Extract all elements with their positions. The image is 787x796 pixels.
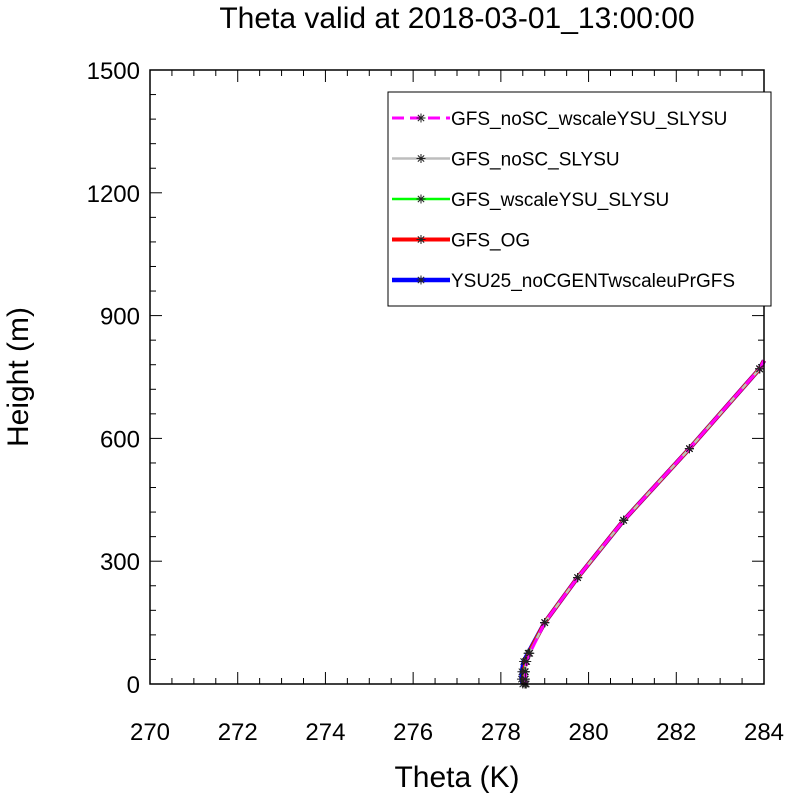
legend-marker [416,194,426,204]
x-tick-label: 276 [393,719,433,746]
x-tick-label: 282 [656,719,696,746]
y-axis-label: Height (m) [2,307,35,447]
plot-series [516,359,766,689]
x-tick-label: 274 [305,719,345,746]
series-GFS_noSC_SLYSU [520,360,766,689]
y-tick-label: 600 [100,426,140,453]
series-line [523,360,766,685]
x-tick-label: 272 [218,719,258,746]
series-GFS_wscaleYSU_SLYSU [520,360,766,689]
y-tick-label: 1500 [87,58,140,85]
chart-title: Theta valid at 2018-03-01_13:00:00 [219,2,694,35]
x-tick-label: 280 [569,719,609,746]
y-tick-label: 1200 [87,181,140,208]
plot-frame [149,69,765,685]
legend-marker [416,113,426,123]
legend-label: GFS_noSC_SLYSU [451,150,620,171]
series-marker [755,364,765,374]
series-GFS_noSC_wscaleYSU_SLYSU [520,359,766,689]
series-YSU25_noCGENTwscaleuPrGFS [516,359,766,689]
legend-marker [416,275,426,285]
x-tick-labels: 270 272 274 276 278 280 282 284 [130,719,784,746]
x-tick-label: 284 [744,719,784,746]
series-marker [520,674,530,684]
series-line [519,359,766,685]
legend-box [387,91,772,307]
series-GFS_OG [519,359,766,689]
series-marker [520,667,530,677]
x-axis-label: Theta (K) [394,761,519,794]
x-tick-label: 278 [481,719,521,746]
y-tick-label: 0 [127,672,140,699]
legend-marker [416,235,426,244]
legend-marker [416,154,426,163]
series-marker [525,648,535,658]
series-marker [619,515,629,525]
series-marker [540,618,550,628]
legend: GFS_noSC_wscaleYSU_SLYSU GFS_noSC_SLYSU GF… [387,91,772,307]
series-marker [684,444,694,454]
y-tick-label: 900 [100,304,140,331]
y-tick-labels: 0 300 600 900 1200 1500 [87,58,140,699]
series-line [522,359,766,685]
series-line [523,359,766,685]
legend-label: GFS_noSC_wscaleYSU_SLYSU [451,109,727,130]
series-marker [573,573,583,583]
x-tick-label: 270 [130,719,170,746]
legend-label: GFS_OG [451,231,530,252]
series-marker [522,656,532,666]
legend-label: GFS_wscaleYSU_SLYSU [451,190,669,211]
series-line [523,360,766,685]
legend-label: YSU25_noCGENTwscaleuPrGFS [451,271,735,292]
y-tick-label: 300 [100,549,140,576]
